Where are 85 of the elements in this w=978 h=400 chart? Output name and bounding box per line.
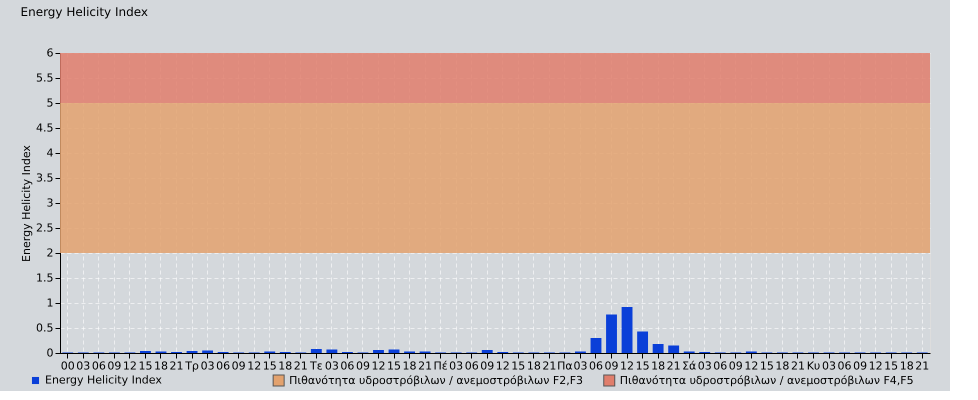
x-tick-label: 03	[200, 360, 215, 372]
x-tick-label: 15	[636, 360, 650, 372]
x-tick-label: 03	[573, 360, 588, 372]
x-tick-label: 12	[371, 360, 386, 372]
x-tick-label: 12	[744, 360, 758, 372]
bar	[326, 350, 338, 353]
x-tick-label: 12	[496, 360, 510, 372]
x-tick-label: 15	[138, 360, 152, 372]
y-tick-label: 1	[46, 296, 54, 310]
x-tick-label: 09	[232, 360, 246, 372]
x-tick-label: 21	[915, 360, 930, 372]
bar	[668, 346, 680, 353]
x-tick-label: 15	[884, 360, 898, 372]
y-tick-label: 5.5	[36, 72, 54, 84]
x-tick-label: 09	[853, 360, 868, 372]
bar	[590, 338, 602, 353]
x-tick-label: 18	[154, 360, 168, 372]
y-tick-label: 2.5	[36, 222, 54, 234]
x-tick-label: 18	[775, 360, 790, 372]
x-tick-label: 06	[588, 360, 603, 372]
x-tick-label: 00	[60, 360, 75, 372]
x-tick-label: 03	[449, 360, 464, 372]
bar	[637, 332, 648, 353]
x-tick-label: Κυ	[806, 360, 820, 372]
x-tick-label: 15	[760, 360, 774, 372]
x-tick-label: 09	[604, 360, 619, 372]
x-tick-label: 18	[900, 360, 914, 372]
bar	[373, 350, 384, 353]
legend-label: Energy Helicity Index	[45, 374, 162, 386]
y-tick-label: 0.5	[36, 322, 54, 334]
x-tick-label: 06	[216, 360, 230, 372]
x-tick-label: 03	[698, 360, 712, 372]
x-tick-label: 21	[294, 360, 308, 372]
x-tick-label: 15	[262, 360, 277, 372]
x-tick-label: 21	[542, 360, 556, 372]
x-tick-label: 21	[170, 360, 184, 372]
x-tick-label: 09	[107, 360, 122, 372]
chart-title: Energy Helicity Index	[20, 5, 148, 19]
x-tick-label: 06	[713, 360, 728, 372]
x-tick-label: 15	[387, 360, 402, 372]
x-tick-label: Τε	[309, 360, 323, 372]
x-tick-label: 18	[402, 360, 417, 372]
y-tick-label: 5	[46, 96, 54, 110]
x-tick-label: Πέ	[434, 360, 448, 372]
y-tick-label: 6	[46, 46, 54, 60]
x-tick-label: 09	[728, 360, 743, 372]
x-tick-label: 18	[278, 360, 292, 372]
bar	[652, 344, 664, 353]
x-tick-label: 06	[464, 360, 479, 372]
x-tick-label: 03	[324, 360, 339, 372]
x-tick-label: 18	[526, 360, 541, 372]
bar	[388, 350, 400, 353]
legend-label: Πιθανότητα υδροστρόβιλων / ανεμοστρόβιλων F2,F3	[289, 374, 584, 387]
x-tick-label: 06	[92, 360, 106, 372]
bar	[606, 314, 617, 353]
x-tick-label: 03	[822, 360, 836, 372]
y-tick-label: 3.5	[36, 172, 54, 184]
x-tick-label: 09	[356, 360, 370, 372]
x-tick-label: 18	[651, 360, 666, 372]
x-tick-label: 03	[76, 360, 90, 372]
x-tick-label: Τρ	[184, 360, 199, 372]
legend-label: Πιθανότητα υδροστρόβιλων / ανεμοστρόβιλων F4,F5	[620, 374, 914, 387]
y-axis-title: Energy Helicity Index	[20, 144, 34, 262]
x-tick-label: 12	[247, 360, 262, 372]
y-tick-label: 4.5	[36, 122, 54, 134]
bar	[310, 349, 322, 353]
x-tick-label: 09	[480, 360, 494, 372]
bar	[622, 307, 632, 353]
y-tick-label: 3	[46, 196, 54, 210]
x-tick-label: Σά	[682, 360, 696, 372]
x-tick-label: 12	[620, 360, 634, 372]
x-tick-label: Πα	[557, 360, 573, 372]
y-tick-label: 4	[46, 146, 54, 160]
x-tick-label: 06	[838, 360, 852, 372]
y-tick-label: 0	[46, 346, 54, 360]
x-tick-label: 21	[666, 360, 681, 372]
x-tick-label: 12	[122, 360, 137, 372]
x-tick-label: 15	[511, 360, 526, 372]
x-tick-label: 12	[868, 360, 883, 372]
x-tick-label: 06	[340, 360, 354, 372]
x-tick-label: 21	[790, 360, 805, 372]
y-tick-label: 1.5	[36, 272, 54, 284]
bar	[482, 350, 493, 353]
y-tick-label: 2	[46, 246, 54, 260]
x-tick-label: 21	[418, 360, 432, 372]
